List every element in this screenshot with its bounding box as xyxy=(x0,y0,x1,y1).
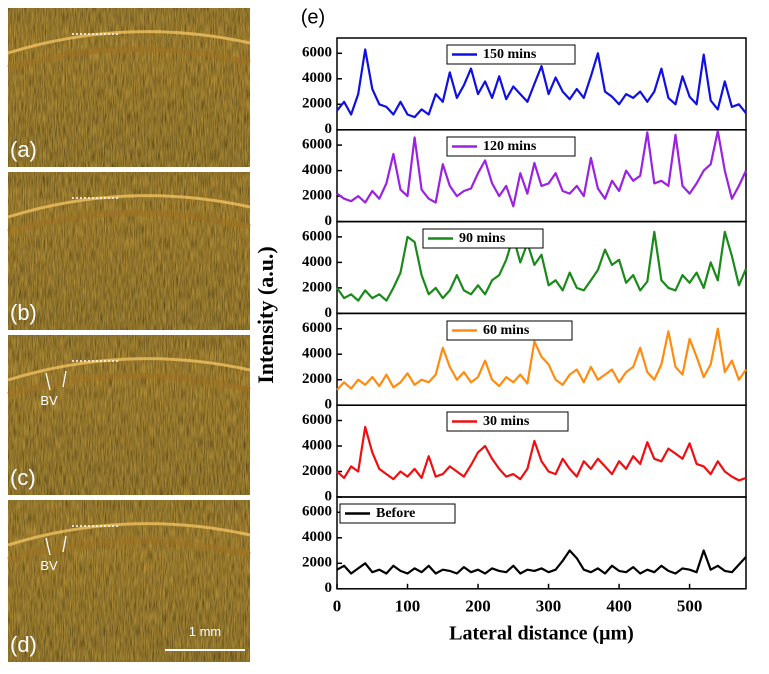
tissue-surface xyxy=(7,522,251,547)
plot-frame xyxy=(336,496,747,590)
x-tick-label: 100 xyxy=(395,597,421,616)
y-tick-label: 4000 xyxy=(302,529,332,545)
tissue-surface xyxy=(7,357,251,382)
legend-entry: 120 mins xyxy=(483,139,537,154)
y-tick-label: 0 xyxy=(325,397,333,413)
x-tick-label: 200 xyxy=(465,597,491,616)
oct-image: (a) xyxy=(7,8,251,167)
y-tick-label: 2000 xyxy=(302,96,332,112)
y-tick-label: 0 xyxy=(325,121,333,137)
y-tick-label: 6000 xyxy=(302,137,332,153)
image-label: (a) xyxy=(10,137,37,162)
legend-box xyxy=(446,44,576,65)
y-tick-label: 0 xyxy=(325,213,333,229)
y-tick-label: 2000 xyxy=(302,463,332,479)
annotation: BV xyxy=(40,558,58,573)
y-tick-label: 6000 xyxy=(302,412,332,428)
y-tick-label: 6000 xyxy=(302,504,332,520)
y-axis-label: Intensity (a.u.) xyxy=(253,246,278,384)
chart-panel: 0 2000 4000 6000 150 mins xyxy=(302,37,747,137)
y-tick-label: 2000 xyxy=(302,188,332,204)
y-tick-label: 6000 xyxy=(302,320,332,336)
tissue-layer xyxy=(7,538,251,563)
x-tick-label: 0 xyxy=(333,597,342,616)
data-line xyxy=(336,425,747,482)
legend-box xyxy=(422,228,544,249)
legend-box xyxy=(446,411,569,432)
arrow xyxy=(45,537,51,556)
x-tick-label: 500 xyxy=(677,597,703,616)
chart-panel: 0 2000 4000 6000 0 100 200 300 400 500 Lateral dis… xyxy=(302,496,747,644)
x-tick-label: 300 xyxy=(536,597,562,616)
annotation: BV xyxy=(40,393,58,408)
oct-image: (b) xyxy=(7,172,251,330)
y-tick-label: 6000 xyxy=(302,228,332,244)
tissue-layer xyxy=(7,373,251,398)
x-tick-label: 400 xyxy=(606,597,632,616)
scale-bar-label: 1 mm xyxy=(189,624,222,639)
data-line xyxy=(336,130,747,208)
y-tick-label: 0 xyxy=(325,305,333,321)
legend-box xyxy=(339,503,456,524)
image-label: (c) xyxy=(10,465,36,490)
legend-entry: 60 mins xyxy=(483,323,530,338)
y-tick-label: 0 xyxy=(325,488,333,504)
data-line xyxy=(336,549,747,575)
legend-entry: 30 mins xyxy=(483,414,530,429)
chart-panel: 0 2000 4000 6000 120 mins xyxy=(302,129,747,229)
legend-box xyxy=(446,136,576,157)
image-label: (b) xyxy=(10,300,37,325)
y-tick-label: 2000 xyxy=(302,555,332,571)
arrow xyxy=(45,372,51,391)
panel-label: (e) xyxy=(301,6,325,28)
tissue-layer xyxy=(7,210,251,235)
chart-panel: 0 2000 4000 6000 60 mins xyxy=(302,312,747,413)
y-tick-label: 0 xyxy=(325,580,333,596)
legend-entry: 90 mins xyxy=(459,231,506,246)
y-tick-label: 2000 xyxy=(302,371,332,387)
data-line xyxy=(336,48,747,119)
y-tick-label: 4000 xyxy=(302,162,332,178)
oct-image: (d) BV 1 mm xyxy=(7,500,251,662)
oct-image: (c) BV xyxy=(7,335,251,495)
data-line xyxy=(336,327,747,391)
tissue-surface xyxy=(7,194,251,219)
y-tick-label: 2000 xyxy=(302,279,332,295)
chart-panel: 0 2000 4000 6000 90 mins xyxy=(302,220,748,321)
legend-entry: 150 mins xyxy=(483,47,537,62)
y-tick-label: 4000 xyxy=(302,70,332,86)
x-axis-label: Lateral distance (μm) xyxy=(449,622,634,644)
y-tick-label: 4000 xyxy=(302,346,332,362)
arrow xyxy=(62,370,67,388)
arrow xyxy=(62,535,67,553)
tissue-surface xyxy=(7,30,251,55)
y-tick-label: 4000 xyxy=(302,254,332,270)
data-line xyxy=(336,230,748,302)
tissue-layer xyxy=(7,46,251,71)
legend-box xyxy=(446,320,573,341)
legend-entry: Before xyxy=(376,506,415,521)
image-label: (d) xyxy=(10,632,37,657)
y-tick-label: 4000 xyxy=(302,437,332,453)
chart-panel: 0 2000 4000 6000 30 mins xyxy=(302,404,747,504)
y-tick-label: 6000 xyxy=(302,45,332,61)
